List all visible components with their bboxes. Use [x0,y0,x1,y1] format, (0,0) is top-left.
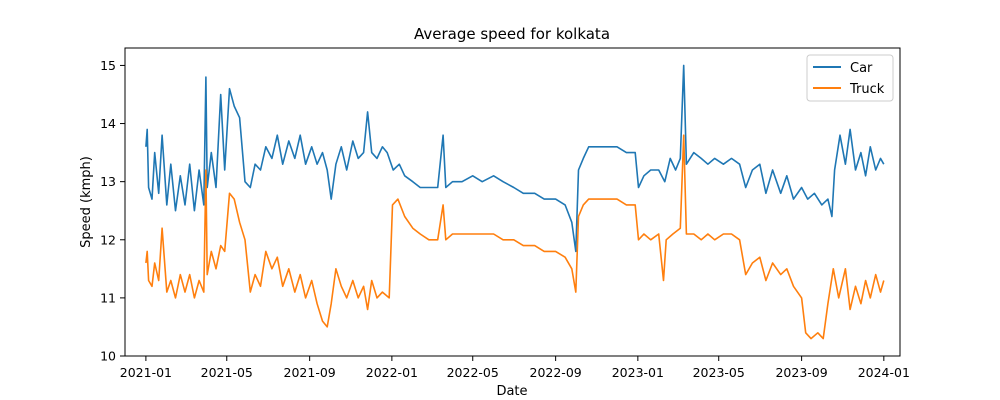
plot-area [145,64,885,340]
x-tick-label: 2021-05 [201,365,253,380]
legend: Car Truck [806,54,894,102]
x-tick-label: 2022-01 [366,365,418,380]
x-axis-label: Date [496,384,527,399]
axis-ticks: 2021-01 2021-05 2021-09 2022-01 2022-05 2022-… [100,58,910,380]
chart-title: Average speed for kolkata [414,25,610,43]
y-axis-label: Speed (kmph) [79,156,94,248]
x-tick-label: 2023-01 [612,365,664,380]
y-tick-label: 11 [100,290,116,305]
x-tick-label: 2021-09 [284,365,336,380]
y-tick-label: 15 [100,58,116,73]
x-tick-label: 2022-09 [530,365,582,380]
plot-frame [124,47,901,357]
x-tick-label: 2022-05 [447,365,499,380]
series-line-car [145,64,885,253]
x-tick-label: 2024-01 [858,365,910,380]
series-line-truck [145,134,885,340]
x-tick-label: 2023-05 [693,365,745,380]
legend-label-car: Car [850,61,873,76]
y-tick-label: 14 [100,116,116,131]
legend-label-truck: Truck [849,82,885,97]
y-tick-label: 12 [100,232,116,247]
y-tick-label: 13 [100,174,116,189]
y-tick-label: 10 [100,349,116,364]
x-tick-label: 2021-01 [120,365,172,380]
x-tick-label: 2023-09 [775,365,827,380]
